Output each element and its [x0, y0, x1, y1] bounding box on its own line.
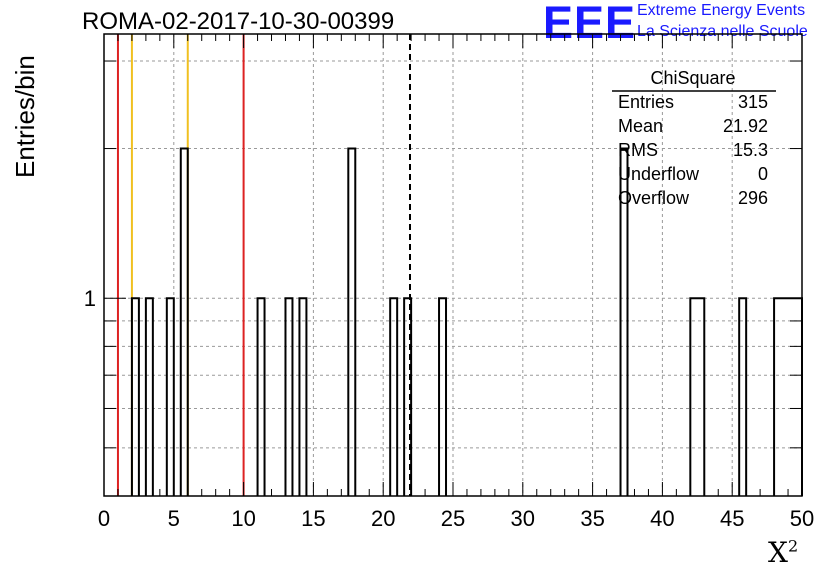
histogram-bin — [438, 297, 448, 496]
eee-logo: EEE — [543, 0, 637, 48]
histogram-bin — [144, 297, 154, 496]
histogram-bin — [179, 147, 189, 496]
y-tick-label: 1 — [84, 286, 96, 311]
x-axis-label: X2 — [768, 536, 799, 569]
stats-row-underflow: Underflow 0 — [610, 162, 776, 186]
histogram-bin — [738, 297, 748, 496]
stats-label: Mean — [618, 116, 664, 136]
histogram-bin — [689, 297, 706, 496]
x-tick-label: 5 — [168, 506, 180, 531]
x-tick-label: 45 — [720, 506, 744, 531]
logo-line-2: La Scienza nelle Scuole — [637, 23, 808, 40]
logo-line-1: Extreme Energy Events — [637, 2, 806, 19]
histogram-bin — [347, 147, 357, 496]
x-tick-label: 20 — [371, 506, 395, 531]
histogram-bin — [284, 297, 294, 496]
histogram-bin — [298, 297, 308, 496]
x-tick-label: 10 — [231, 506, 255, 531]
x-tick-label: 50 — [790, 506, 814, 531]
stats-box: ChiSquare Entries 315 Mean 21.92 RMS 15.… — [610, 66, 776, 210]
histogram-bin — [130, 297, 140, 496]
stats-row-rms: RMS 15.3 — [610, 138, 776, 162]
stats-value: 296 — [737, 188, 768, 208]
x-tick-label: 40 — [650, 506, 674, 531]
stats-row-mean: Mean 21.92 — [610, 114, 776, 138]
stats-label: RMS — [618, 140, 658, 160]
stats-value: 15.3 — [732, 140, 768, 160]
stats-label: Underflow — [618, 164, 700, 184]
stats-value: 315 — [737, 92, 768, 112]
x-tick-label: 25 — [441, 506, 465, 531]
histogram-bin — [389, 297, 399, 496]
histogram-bin — [773, 297, 803, 496]
histogram-bin — [403, 297, 413, 496]
stats-label: Entries — [618, 92, 675, 112]
stats-label: Overflow — [618, 188, 690, 208]
x-tick-label: 35 — [580, 506, 604, 531]
histogram-bin — [165, 297, 175, 496]
x-tick-label: 30 — [511, 506, 535, 531]
chart-title: ROMA-02-2017-10-30-00399 — [82, 8, 395, 35]
stats-title: ChiSquare — [650, 68, 736, 88]
x-tick-label: 15 — [301, 506, 325, 531]
x-tick-label: 0 — [98, 506, 110, 531]
stats-row-overflow: Overflow 296 — [610, 186, 776, 210]
histogram-bin — [619, 147, 629, 496]
histogram-bin — [256, 297, 266, 496]
stats-row-entries: Entries 315 — [610, 90, 776, 114]
stats-value: 0 — [757, 164, 768, 184]
stats-value: 21.92 — [722, 116, 768, 136]
